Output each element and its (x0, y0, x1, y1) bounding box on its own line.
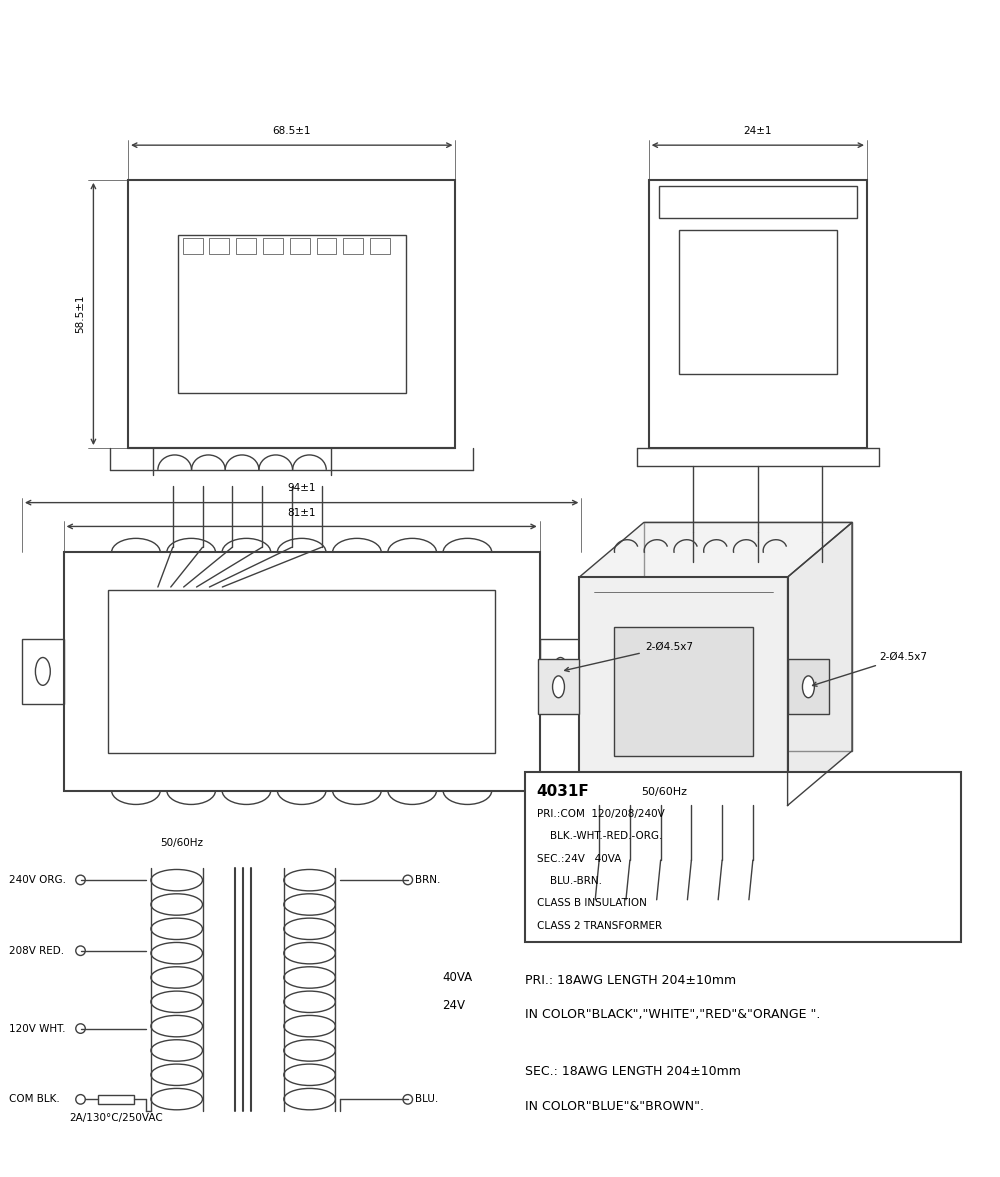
Bar (128, 180, 455, 448)
Bar (64, 552, 540, 791)
Text: BLU.-BRN.: BLU.-BRN. (537, 876, 602, 886)
Text: IN COLOR"BLACK","WHITE","RED"&"ORANGE ".: IN COLOR"BLACK","WHITE","RED"&"ORANGE ". (525, 1009, 820, 1022)
Circle shape (76, 1095, 85, 1104)
Bar (98, 1095, 134, 1104)
Text: CLASS 2 TRANSFORMER: CLASS 2 TRANSFORMER (537, 920, 662, 931)
Bar (679, 230, 837, 373)
Bar (579, 577, 788, 805)
Bar (317, 239, 336, 254)
Text: 81±1: 81±1 (287, 507, 316, 518)
Bar (525, 772, 961, 943)
Bar (343, 239, 363, 254)
Text: SEC.: 18AWG LENGTH 204±10mm: SEC.: 18AWG LENGTH 204±10mm (525, 1065, 741, 1078)
Bar (178, 234, 406, 393)
Text: BLU.: BLU. (415, 1095, 438, 1104)
Ellipse shape (802, 676, 814, 698)
Text: BLK.-WHT.-RED.-ORG.: BLK.-WHT.-RED.-ORG. (537, 831, 662, 842)
Bar (540, 639, 581, 704)
Text: 68.5±1: 68.5±1 (273, 126, 311, 137)
Text: IN COLOR"BLUE"&"BROWN".: IN COLOR"BLUE"&"BROWN". (525, 1099, 704, 1112)
Bar (614, 626, 753, 756)
Text: BRN.: BRN. (415, 875, 440, 885)
Text: 40VA: 40VA (442, 971, 473, 984)
Text: PRI.:COM  120/208/240V: PRI.:COM 120/208/240V (537, 809, 664, 819)
Circle shape (403, 1095, 413, 1104)
Text: 50/60Hz: 50/60Hz (641, 786, 687, 797)
Text: 50/60Hz: 50/60Hz (160, 838, 203, 849)
Text: 120V WHT.: 120V WHT. (9, 1024, 66, 1033)
Bar (644, 523, 852, 751)
Text: COM BLK.: COM BLK. (9, 1095, 60, 1104)
Bar (108, 590, 495, 753)
Polygon shape (579, 523, 852, 577)
Circle shape (76, 1024, 85, 1033)
Bar (538, 659, 579, 714)
Bar (236, 239, 256, 254)
Circle shape (403, 876, 413, 885)
Bar (290, 239, 310, 254)
Bar (209, 239, 229, 254)
Bar (649, 180, 867, 448)
Text: 2-Ø4.5x7: 2-Ø4.5x7 (813, 652, 927, 686)
Polygon shape (788, 523, 852, 805)
Text: 208V RED.: 208V RED. (9, 945, 64, 956)
Text: 4031F: 4031F (537, 784, 589, 799)
Bar (370, 239, 390, 254)
Text: 58.5±1: 58.5±1 (76, 294, 86, 333)
Text: 2-Ø4.5x7: 2-Ø4.5x7 (565, 641, 693, 672)
Bar (659, 186, 857, 218)
Circle shape (76, 946, 85, 956)
Text: 94±1: 94±1 (287, 483, 316, 493)
Text: SEC.:24V   40VA: SEC.:24V 40VA (537, 853, 621, 864)
Bar (22, 639, 64, 704)
Circle shape (76, 876, 85, 885)
Text: PRI.: 18AWG LENGTH 204±10mm: PRI.: 18AWG LENGTH 204±10mm (525, 973, 736, 986)
Ellipse shape (553, 676, 564, 698)
Text: CLASS B INSULATION: CLASS B INSULATION (537, 898, 647, 909)
Bar (788, 659, 829, 714)
Text: 240V ORG.: 240V ORG. (9, 875, 66, 885)
Text: 2A/130°C/250VAC: 2A/130°C/250VAC (69, 1113, 163, 1123)
Bar (263, 239, 283, 254)
Text: 24±1: 24±1 (744, 126, 772, 137)
Bar (183, 239, 203, 254)
Text: 24V: 24V (442, 999, 465, 1012)
